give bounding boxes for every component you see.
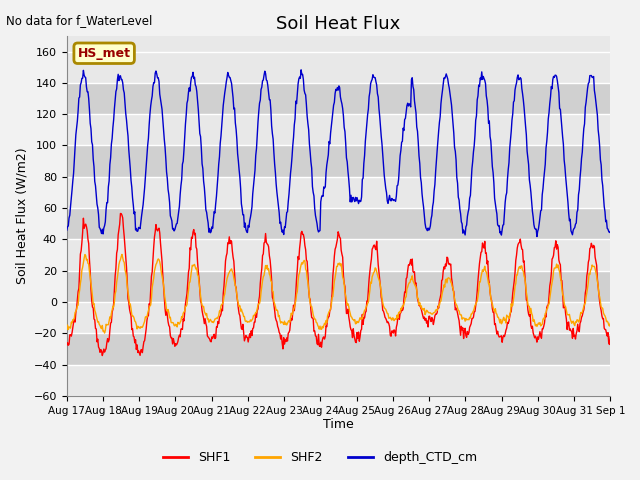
Line: depth_CTD_cm: depth_CTD_cm bbox=[67, 70, 611, 237]
Line: SHF1: SHF1 bbox=[67, 214, 611, 356]
depth_CTD_cm bbox=[405, 101, 413, 107]
SHF2 bbox=[73, 307, 81, 312]
SHF2 bbox=[118, 252, 126, 257]
depth_CTD_cm bbox=[421, 220, 429, 226]
SHF2 bbox=[130, 315, 138, 321]
SHF2 bbox=[406, 280, 414, 286]
depth_CTD_cm bbox=[297, 67, 305, 72]
Y-axis label: Soil Heat Flux (W/m2): Soil Heat Flux (W/m2) bbox=[15, 148, 28, 284]
depth_CTD_cm bbox=[533, 234, 541, 240]
X-axis label: Time: Time bbox=[323, 419, 354, 432]
Text: HS_met: HS_met bbox=[77, 47, 131, 60]
SHF2 bbox=[63, 326, 70, 332]
Title: Soil Heat Flux: Soil Heat Flux bbox=[276, 15, 401, 33]
SHF1 bbox=[130, 334, 138, 340]
SHF1 bbox=[214, 319, 222, 324]
depth_CTD_cm bbox=[184, 97, 191, 103]
SHF1 bbox=[99, 353, 106, 359]
Bar bbox=[67, 145, 611, 177]
SHF2 bbox=[607, 321, 614, 326]
SHF2 bbox=[186, 280, 193, 286]
Bar bbox=[67, 114, 611, 145]
Legend: SHF1, SHF2, depth_CTD_cm: SHF1, SHF2, depth_CTD_cm bbox=[158, 446, 482, 469]
Bar bbox=[67, 333, 611, 365]
Line: SHF2: SHF2 bbox=[67, 254, 611, 333]
depth_CTD_cm bbox=[129, 195, 136, 201]
Bar bbox=[67, 302, 611, 333]
SHF1 bbox=[116, 211, 124, 216]
SHF1 bbox=[607, 334, 614, 339]
Bar bbox=[67, 177, 611, 208]
depth_CTD_cm bbox=[607, 228, 614, 234]
SHF1 bbox=[73, 305, 81, 311]
SHF1 bbox=[186, 265, 193, 271]
Text: No data for f_WaterLevel: No data for f_WaterLevel bbox=[6, 14, 153, 27]
Bar bbox=[67, 83, 611, 114]
SHF2 bbox=[422, 310, 429, 316]
Bar bbox=[67, 240, 611, 271]
SHF1 bbox=[406, 260, 414, 266]
Bar bbox=[67, 51, 611, 83]
depth_CTD_cm bbox=[212, 193, 220, 199]
SHF1 bbox=[63, 342, 70, 348]
depth_CTD_cm bbox=[63, 227, 70, 233]
SHF1 bbox=[422, 315, 429, 321]
SHF2 bbox=[100, 330, 108, 336]
Bar bbox=[67, 365, 611, 396]
depth_CTD_cm bbox=[73, 125, 81, 131]
Bar bbox=[67, 271, 611, 302]
Bar bbox=[67, 208, 611, 240]
SHF2 bbox=[214, 314, 222, 320]
